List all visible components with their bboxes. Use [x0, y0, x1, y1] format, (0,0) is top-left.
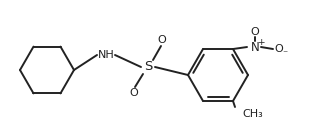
Text: O: O: [130, 88, 138, 98]
Text: CH₃: CH₃: [242, 109, 263, 119]
Text: ⁻: ⁻: [282, 49, 288, 59]
Text: O: O: [158, 35, 166, 45]
Text: +: +: [257, 38, 264, 46]
Text: NH: NH: [98, 50, 114, 60]
Text: N: N: [251, 40, 259, 53]
Text: O: O: [251, 27, 259, 37]
Text: O: O: [275, 44, 283, 54]
Text: S: S: [144, 60, 152, 74]
